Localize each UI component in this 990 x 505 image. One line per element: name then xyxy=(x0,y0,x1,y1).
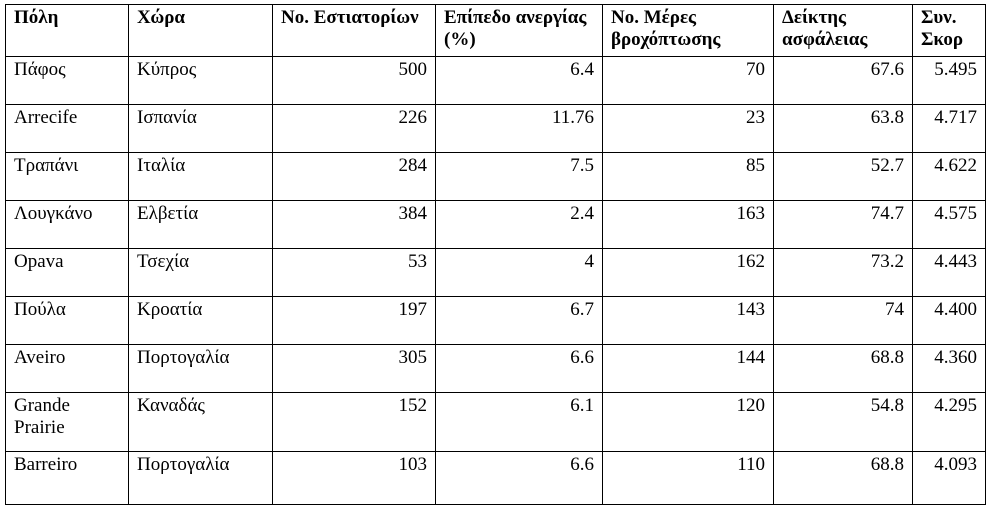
table-cell: Barreiro xyxy=(5,451,129,505)
table-cell: 74.7 xyxy=(773,200,913,249)
table-cell: 500 xyxy=(272,56,436,105)
table-cell: 6.1 xyxy=(435,392,603,452)
column-header: Επίπεδο ανεργίας (%) xyxy=(435,4,603,57)
table-cell: 4.622 xyxy=(912,152,986,201)
table-cell: 68.8 xyxy=(773,344,913,393)
table-cell: 73.2 xyxy=(773,248,913,297)
table-cell: Κύπρος xyxy=(128,56,273,105)
table-cell: 6.6 xyxy=(435,451,603,505)
table-row: Πάφος Κύπρος 500 6.4 70 67.6 5.495 xyxy=(5,56,986,105)
table-cell: 6.6 xyxy=(435,344,603,393)
table-cell: Πορτογαλία xyxy=(128,451,273,505)
column-header: Συν. Σκορ xyxy=(912,4,986,57)
table-cell: 11.76 xyxy=(435,104,603,153)
table-cell: 2.4 xyxy=(435,200,603,249)
column-header: Δείκτης ασφάλειας xyxy=(773,4,913,57)
table-cell: Opava xyxy=(5,248,129,297)
cities-table: Πόλη Χώρα No. Εστιατορίων Επίπεδο ανεργίας … xyxy=(5,4,986,505)
table-cell: 197 xyxy=(272,296,436,345)
table-cell: 226 xyxy=(272,104,436,153)
column-header: No. Μέρες βροχόπτωσης xyxy=(602,4,774,57)
table-cell: 52.7 xyxy=(773,152,913,201)
table-cell: 4.575 xyxy=(912,200,986,249)
header-row: Πόλη Χώρα No. Εστιατορίων Επίπεδο ανεργίας … xyxy=(5,4,986,57)
table-cell: Ιταλία xyxy=(128,152,273,201)
table-cell: 305 xyxy=(272,344,436,393)
table-row: Grande Prairie Καναδάς 152 6.1 120 54.8 4.295 xyxy=(5,392,986,452)
table-cell: 74 xyxy=(773,296,913,345)
table-cell: Grande Prairie xyxy=(5,392,129,452)
table-cell: 68.8 xyxy=(773,451,913,505)
table-cell: 384 xyxy=(272,200,436,249)
table-cell: 152 xyxy=(272,392,436,452)
table-cell: Ελβετία xyxy=(128,200,273,249)
table-cell: 4.360 xyxy=(912,344,986,393)
table-row: Λουγκάνο Ελβετία 384 2.4 163 74.7 4.575 xyxy=(5,200,986,249)
table-cell: 103 xyxy=(272,451,436,505)
table-cell: 162 xyxy=(602,248,774,297)
table-cell: 23 xyxy=(602,104,774,153)
table-cell: Arrecife xyxy=(5,104,129,153)
table-cell: 4.295 xyxy=(912,392,986,452)
table-cell: 7.5 xyxy=(435,152,603,201)
table-cell: 63.8 xyxy=(773,104,913,153)
table-row: Arrecife Ισπανία 226 11.76 23 63.8 4.717 xyxy=(5,104,986,153)
table-cell: 6.4 xyxy=(435,56,603,105)
table-cell: 110 xyxy=(602,451,774,505)
table-cell: 85 xyxy=(602,152,774,201)
table-cell: 4.717 xyxy=(912,104,986,153)
table-cell: 6.7 xyxy=(435,296,603,345)
table-cell: Κροατία xyxy=(128,296,273,345)
table-cell: Λουγκάνο xyxy=(5,200,129,249)
column-header: Χώρα xyxy=(128,4,273,57)
table-cell: 4.443 xyxy=(912,248,986,297)
table-cell: Τραπάνι xyxy=(5,152,129,201)
table-cell: Aveiro xyxy=(5,344,129,393)
table-row: Πούλα Κροατία 197 6.7 143 74 4.400 xyxy=(5,296,986,345)
table-cell: 4 xyxy=(435,248,603,297)
table-cell: Τσεχία xyxy=(128,248,273,297)
table-row: Aveiro Πορτογαλία 305 6.6 144 68.8 4.360 xyxy=(5,344,986,393)
table-row: Barreiro Πορτογαλία 103 6.6 110 68.8 4.093 xyxy=(5,451,986,505)
table-cell: 70 xyxy=(602,56,774,105)
table-cell: 120 xyxy=(602,392,774,452)
table-row: Opava Τσεχία 53 4 162 73.2 4.443 xyxy=(5,248,986,297)
table-cell: 53 xyxy=(272,248,436,297)
table-cell: 5.495 xyxy=(912,56,986,105)
column-header: No. Εστιατορίων xyxy=(272,4,436,57)
table-cell: 4.093 xyxy=(912,451,986,505)
table-cell: Καναδάς xyxy=(128,392,273,452)
table-cell: 4.400 xyxy=(912,296,986,345)
table-cell: 163 xyxy=(602,200,774,249)
table-cell: 144 xyxy=(602,344,774,393)
table-cell: Πορτογαλία xyxy=(128,344,273,393)
column-header: Πόλη xyxy=(5,4,129,57)
table-cell: Πάφος xyxy=(5,56,129,105)
table-cell: 284 xyxy=(272,152,436,201)
table-cell: 143 xyxy=(602,296,774,345)
table-cell: Ισπανία xyxy=(128,104,273,153)
table-cell: Πούλα xyxy=(5,296,129,345)
table-row: Τραπάνι Ιταλία 284 7.5 85 52.7 4.622 xyxy=(5,152,986,201)
table-cell: 54.8 xyxy=(773,392,913,452)
table-cell: 67.6 xyxy=(773,56,913,105)
